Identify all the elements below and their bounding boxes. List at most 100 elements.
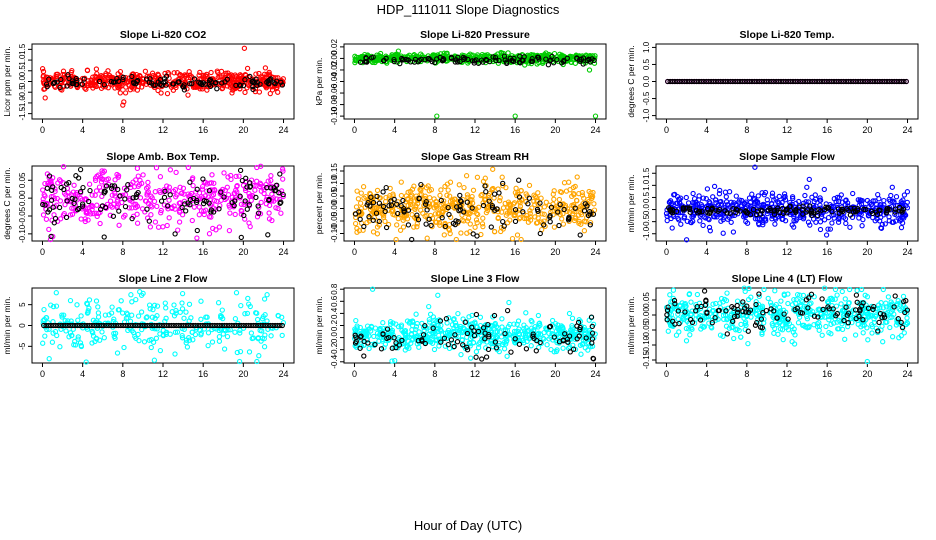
data-point [727, 78, 734, 85]
data-point [261, 344, 268, 350]
data-point [143, 185, 150, 191]
data-point [742, 78, 748, 85]
data-point [233, 187, 239, 193]
data-point [478, 192, 484, 199]
data-point [698, 78, 705, 85]
data-point [122, 212, 128, 218]
data-point [840, 78, 847, 85]
x-tick-label: 0 [352, 247, 357, 257]
data-point [273, 85, 279, 92]
data-point [265, 232, 271, 238]
data-point [681, 78, 688, 85]
data-point [158, 210, 164, 216]
data-point [224, 333, 231, 340]
data-point [215, 74, 221, 81]
data-point [734, 78, 741, 85]
data-point [247, 223, 253, 230]
data-point [462, 55, 468, 61]
data-point [273, 78, 280, 84]
data-point [355, 196, 362, 202]
data-point [694, 291, 701, 298]
data-point [722, 78, 729, 85]
data-point [580, 61, 586, 67]
y-tick-label: 0 [18, 323, 27, 328]
data-point [529, 58, 536, 64]
data-point [46, 226, 52, 233]
data-point [559, 60, 565, 66]
data-point [90, 85, 96, 91]
data-point [48, 194, 55, 200]
data-point [722, 189, 729, 195]
data-point [244, 206, 250, 212]
data-point [93, 66, 100, 72]
data-point [771, 78, 777, 85]
data-point [559, 216, 565, 222]
data-point [114, 350, 121, 356]
data-point [458, 351, 464, 358]
data-point [860, 78, 866, 85]
y-tick-label: 1.5 [642, 167, 651, 179]
data-point [189, 80, 195, 87]
data-point [78, 313, 84, 319]
data-point [768, 78, 774, 85]
data-point [135, 313, 142, 319]
data-point [273, 75, 279, 81]
x-tick-label: 8 [120, 125, 125, 135]
data-point [237, 327, 243, 333]
data-point [235, 76, 241, 82]
data-point [172, 231, 178, 237]
x-tick-label: 24 [903, 125, 913, 135]
data-point [723, 194, 729, 200]
data-point [97, 220, 103, 227]
data-point [139, 84, 145, 90]
data-point [468, 355, 474, 361]
data-point [847, 224, 853, 230]
panel-title: Slope Sample Flow [739, 151, 836, 163]
data-point [497, 195, 503, 201]
data-point [739, 78, 746, 85]
data-point [151, 357, 158, 363]
data-point [574, 174, 580, 180]
data-point [90, 74, 96, 80]
data-point [749, 78, 755, 85]
y-tick-label: -5 [18, 342, 27, 350]
data-point [250, 86, 256, 93]
data-point [120, 102, 126, 108]
data-point [191, 204, 197, 210]
data-point [551, 196, 557, 202]
data-point [778, 298, 784, 304]
x-tick-label: 16 [510, 125, 520, 135]
data-series [351, 286, 598, 364]
data-point [141, 339, 148, 345]
data-point [120, 74, 126, 80]
data-point [44, 185, 50, 191]
data-point [854, 287, 860, 294]
panel-title: Slope Li-820 Temp. [740, 29, 835, 41]
data-point [275, 205, 281, 212]
y-tick-label: -1.0 [642, 108, 651, 122]
data-series [665, 78, 909, 85]
data-point [857, 78, 864, 85]
data-point [246, 349, 253, 355]
data-point [74, 77, 80, 84]
data-point [850, 78, 856, 85]
data-point [99, 193, 105, 200]
data-point [766, 78, 772, 85]
data-point [155, 87, 161, 94]
data-point [687, 332, 693, 338]
data-point [353, 317, 359, 324]
data-point [206, 231, 213, 237]
y-tick-label: 1.0 [642, 179, 651, 191]
data-point [268, 177, 274, 184]
data-point [268, 333, 274, 339]
data-point [673, 332, 680, 338]
data-point [191, 76, 198, 82]
data-point [140, 172, 146, 178]
data-point [672, 78, 678, 85]
data-point [196, 212, 202, 218]
data-point [867, 78, 873, 85]
data-point [178, 190, 185, 196]
x-tick-label: 8 [432, 369, 437, 379]
